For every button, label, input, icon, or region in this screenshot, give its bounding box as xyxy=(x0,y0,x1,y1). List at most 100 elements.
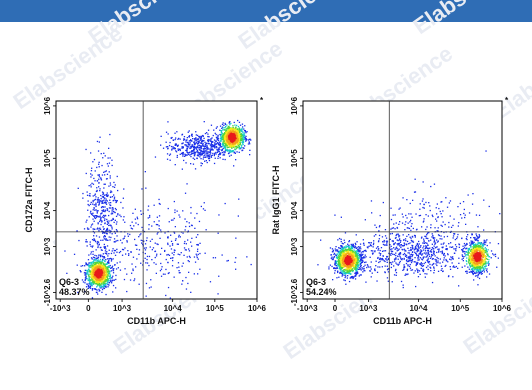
data-point xyxy=(189,147,191,150)
data-point xyxy=(90,201,92,204)
data-point xyxy=(466,272,468,274)
data-point xyxy=(187,141,189,144)
data-point xyxy=(185,225,187,228)
data-point xyxy=(211,154,213,156)
data-point xyxy=(223,133,225,135)
data-point xyxy=(214,257,217,259)
data-point xyxy=(94,170,96,172)
data-point xyxy=(229,128,231,130)
data-point xyxy=(93,270,96,273)
data-point xyxy=(357,253,359,255)
data-point xyxy=(225,139,228,141)
data-point xyxy=(478,245,480,247)
data-point xyxy=(351,276,353,278)
data-point xyxy=(232,142,234,144)
data-point xyxy=(138,236,140,238)
data-point xyxy=(226,134,228,137)
data-point xyxy=(479,267,481,269)
data-point xyxy=(235,159,237,161)
data-point xyxy=(353,255,355,258)
data-point xyxy=(97,283,99,285)
data-point xyxy=(157,243,159,246)
data-point xyxy=(198,220,201,223)
data-point xyxy=(171,243,174,245)
data-point xyxy=(133,225,135,227)
data-point xyxy=(97,240,99,243)
data-point xyxy=(97,241,100,243)
data-point xyxy=(164,273,166,275)
data-point xyxy=(342,273,344,275)
data-point xyxy=(357,259,360,261)
data-point xyxy=(476,251,478,253)
data-point xyxy=(203,152,205,154)
data-point xyxy=(96,140,99,143)
data-point xyxy=(91,279,94,281)
data-point xyxy=(222,143,224,145)
data-point xyxy=(357,272,359,275)
data-point xyxy=(470,252,473,254)
data-point xyxy=(105,198,107,200)
data-point xyxy=(218,154,220,156)
data-point xyxy=(154,250,157,252)
data-point xyxy=(215,143,217,146)
data-point xyxy=(92,281,94,283)
data-point xyxy=(351,259,353,261)
data-point xyxy=(206,145,208,148)
data-point xyxy=(217,148,220,150)
data-point xyxy=(355,259,357,261)
data-point xyxy=(111,196,114,198)
data-point xyxy=(94,217,97,220)
data-point xyxy=(194,227,196,229)
data-point xyxy=(160,229,162,231)
data-point xyxy=(134,238,136,241)
data-point xyxy=(215,153,217,155)
data-point xyxy=(231,131,233,133)
data-point xyxy=(186,150,188,152)
data-point xyxy=(205,143,207,145)
data-point xyxy=(341,247,343,249)
data-point xyxy=(219,144,221,146)
data-point xyxy=(178,137,180,140)
data-point xyxy=(109,271,111,273)
data-point xyxy=(104,282,106,284)
data-point xyxy=(203,147,205,150)
data-point xyxy=(104,269,106,271)
data-point xyxy=(476,275,478,277)
data-point xyxy=(99,219,101,221)
data-point xyxy=(189,256,191,259)
data-point xyxy=(96,281,99,283)
data-point xyxy=(475,255,478,257)
data-point xyxy=(96,283,99,286)
data-point xyxy=(349,251,351,253)
data-point xyxy=(486,271,488,273)
data-point xyxy=(222,127,224,129)
data-point xyxy=(129,279,132,281)
data-point xyxy=(233,129,235,131)
data-point xyxy=(238,129,240,131)
data-point xyxy=(95,277,98,279)
data-point xyxy=(199,145,202,147)
data-point xyxy=(91,275,94,278)
data-point xyxy=(91,239,94,241)
data-point xyxy=(183,138,185,140)
data-point xyxy=(364,270,366,272)
data-point xyxy=(104,174,106,176)
data-point xyxy=(107,286,109,288)
data-point xyxy=(102,209,105,211)
data-point xyxy=(97,265,99,267)
data-point xyxy=(104,264,106,267)
data-point xyxy=(100,200,102,202)
data-point xyxy=(149,216,151,218)
data-point xyxy=(228,155,231,157)
data-point xyxy=(112,272,115,274)
data-point xyxy=(354,251,356,253)
data-point xyxy=(104,209,106,211)
data-point xyxy=(473,267,475,269)
data-point xyxy=(470,255,472,257)
data-point xyxy=(87,284,89,286)
data-point xyxy=(105,170,107,172)
data-point xyxy=(100,153,102,155)
data-point xyxy=(352,254,354,256)
data-point xyxy=(228,126,230,128)
